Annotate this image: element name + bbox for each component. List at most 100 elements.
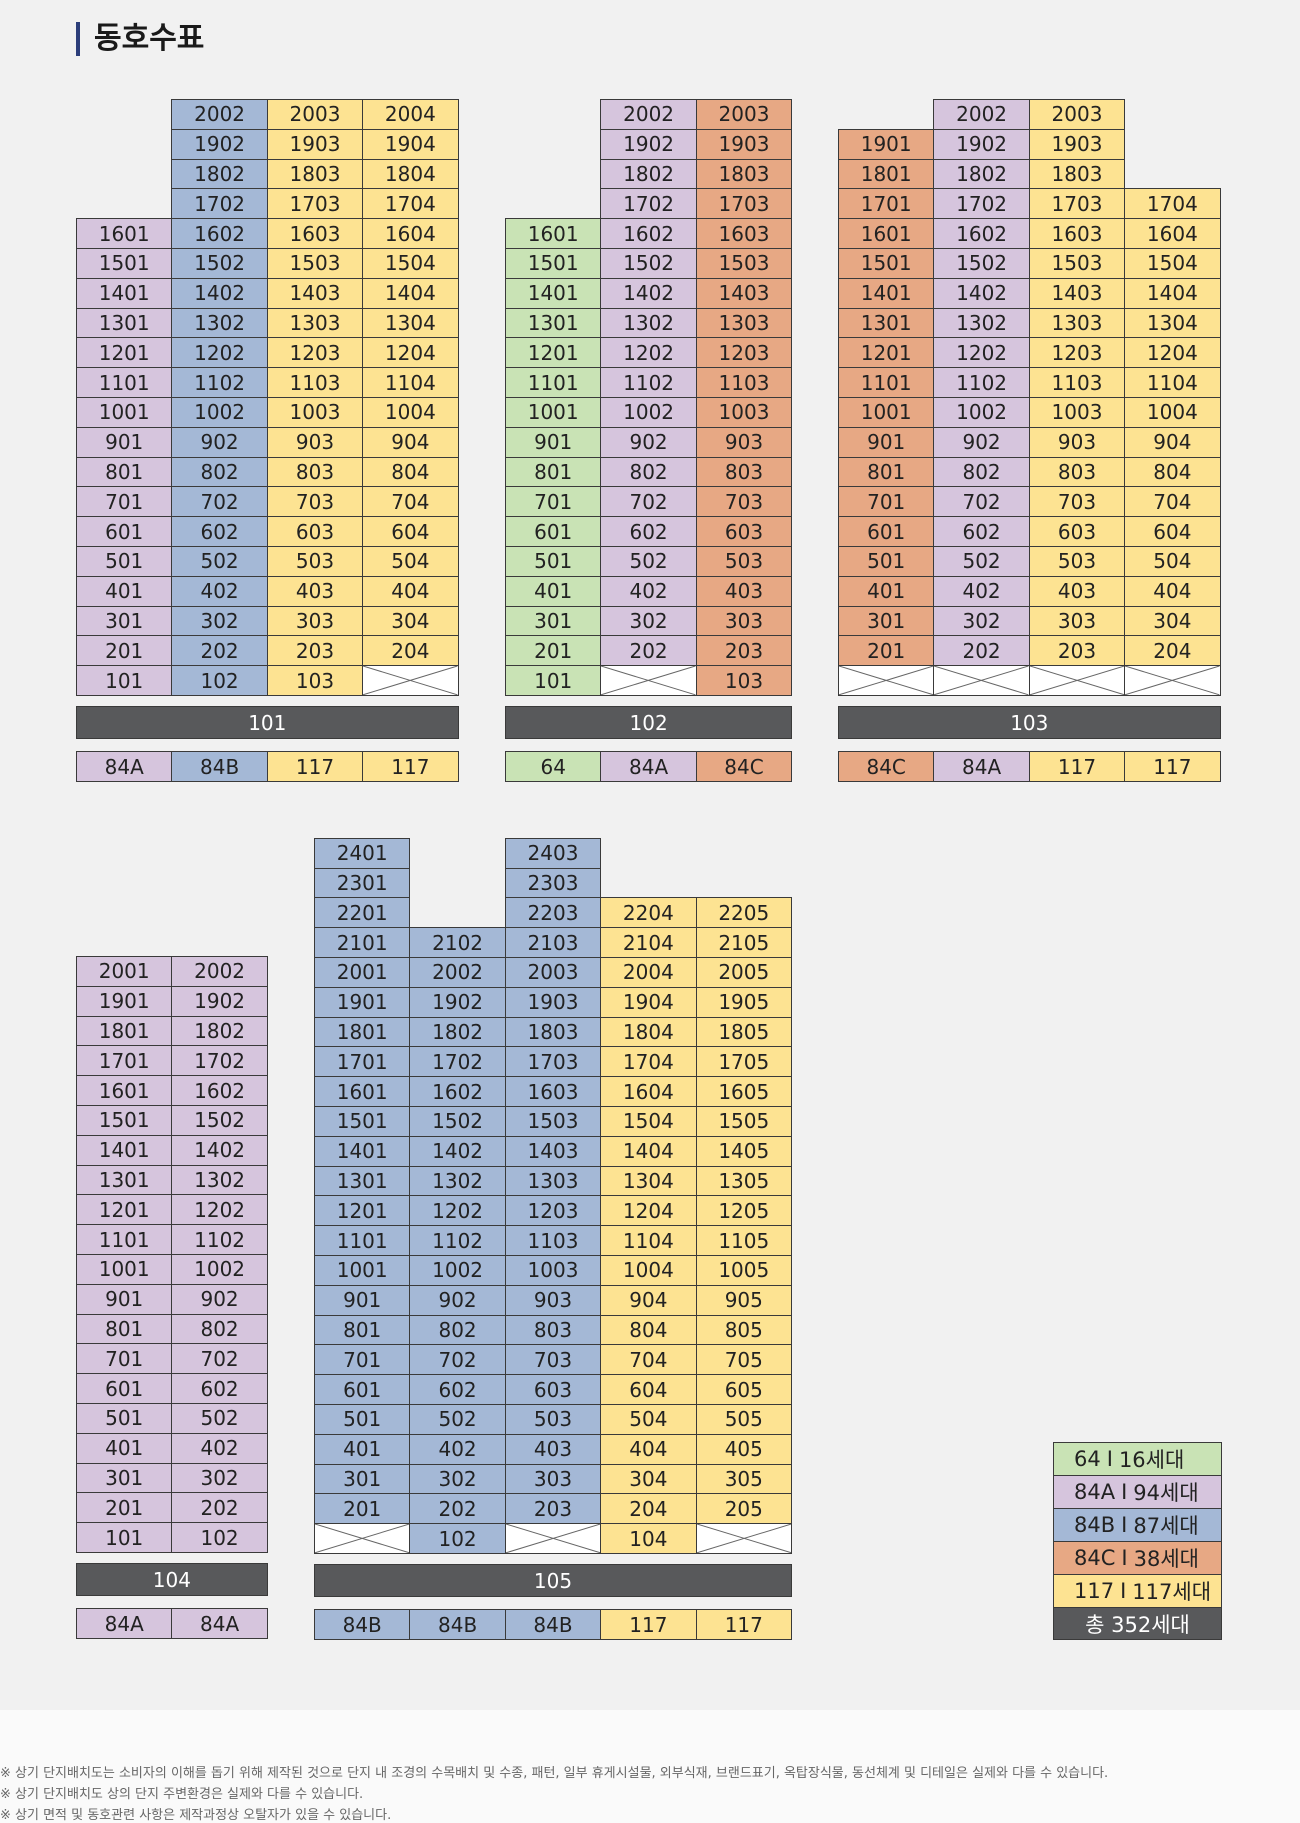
unit-cell: 202 bbox=[171, 635, 268, 667]
unit-cell: 801 bbox=[76, 456, 173, 488]
unit-cell: 2002 bbox=[600, 99, 697, 130]
unit-cell: 1702 bbox=[933, 188, 1030, 220]
unit-cell: 2002 bbox=[171, 956, 268, 987]
unit-cell: 1803 bbox=[1028, 158, 1126, 190]
unit-cell: 301 bbox=[838, 605, 935, 637]
unit-cell: 1203 bbox=[266, 337, 364, 369]
unit-cell: 1303 bbox=[266, 307, 364, 339]
unit-cell: 1201 bbox=[505, 337, 602, 369]
unit-cell: 602 bbox=[171, 1373, 268, 1404]
unit-cell: 601 bbox=[838, 516, 935, 547]
unit-type-cell: 84A bbox=[600, 751, 697, 782]
unit-cell: 202 bbox=[600, 635, 697, 667]
unit-cell: 502 bbox=[171, 1403, 268, 1434]
legend-count: 87세대 bbox=[1133, 1514, 1199, 1538]
unit-cell: 704 bbox=[1124, 486, 1221, 518]
unit-cell: 103 bbox=[266, 665, 364, 696]
unit-cell: 603 bbox=[504, 1374, 602, 1405]
unit-cell: 402 bbox=[409, 1433, 506, 1465]
unit-cell: 801 bbox=[838, 456, 935, 488]
unit-cell: 303 bbox=[266, 605, 364, 637]
unit-cell: 703 bbox=[1028, 486, 1126, 518]
unit-type-cell: 84A bbox=[76, 751, 173, 782]
unit-cell: 1503 bbox=[266, 248, 364, 279]
unit-cell: 1002 bbox=[409, 1255, 506, 1286]
unit-cell: 702 bbox=[409, 1344, 506, 1376]
unit-cell: 1703 bbox=[695, 188, 793, 220]
unit-cell: 1101 bbox=[505, 367, 602, 398]
unit-cell: 1302 bbox=[933, 307, 1030, 339]
unit-cell: 1405 bbox=[695, 1135, 792, 1167]
unit-cell: 1601 bbox=[505, 218, 602, 249]
unit-cell: 304 bbox=[1124, 605, 1221, 637]
unit-cell: 1102 bbox=[933, 367, 1030, 398]
unit-type-cell: 84A bbox=[76, 1608, 173, 1639]
unit-cell: 1502 bbox=[409, 1106, 506, 1137]
unit-type-cell: 84C bbox=[838, 751, 935, 782]
legend-count: 16세대 bbox=[1118, 1448, 1185, 1472]
unit-cell: 2201 bbox=[314, 897, 411, 929]
unit-cell: 1603 bbox=[1028, 218, 1126, 249]
unit-cell: 1902 bbox=[933, 128, 1030, 160]
unit-cell: 704 bbox=[362, 486, 459, 518]
empty-unit bbox=[504, 1523, 602, 1554]
unit-cell: 1303 bbox=[695, 307, 793, 339]
unit-cell: 2004 bbox=[600, 957, 697, 988]
unit-cell: 903 bbox=[266, 426, 364, 458]
unit-cell: 2105 bbox=[695, 927, 792, 958]
unit-cell: 605 bbox=[695, 1374, 792, 1405]
unit-cell: 804 bbox=[600, 1314, 697, 1346]
unit-cell: 802 bbox=[409, 1314, 506, 1346]
legend-separator: I bbox=[1120, 1579, 1127, 1603]
unit-cell: 1404 bbox=[1124, 277, 1221, 309]
unit-cell: 203 bbox=[266, 635, 364, 667]
unit-cell: 602 bbox=[409, 1374, 506, 1405]
unit-cell: 1202 bbox=[171, 1194, 268, 1226]
unit-cell: 1801 bbox=[314, 1016, 411, 1048]
unit-cell: 2401 bbox=[314, 837, 411, 869]
unit-type-cell: 84A bbox=[171, 1608, 268, 1639]
unit-cell: 303 bbox=[504, 1463, 602, 1495]
legend-item: 117 I 117세대 bbox=[1053, 1574, 1222, 1607]
unit-cell: 203 bbox=[695, 635, 793, 667]
unit-cell: 1401 bbox=[838, 277, 935, 309]
unit-cell: 1201 bbox=[76, 1194, 173, 1226]
unit-cell: 502 bbox=[409, 1404, 506, 1435]
unit-cell: 1905 bbox=[695, 986, 792, 1018]
unit-cell: 1804 bbox=[600, 1016, 697, 1048]
unit-cell: 501 bbox=[505, 546, 602, 577]
unit-cell: 1101 bbox=[76, 367, 173, 398]
unit-cell: 1301 bbox=[838, 307, 935, 339]
unit-type-cell: 84B bbox=[504, 1609, 602, 1640]
unit-cell: 403 bbox=[1028, 575, 1126, 607]
unit-cell: 805 bbox=[695, 1314, 792, 1346]
unit-cell: 505 bbox=[695, 1404, 792, 1435]
unit-cell: 1602 bbox=[600, 218, 697, 249]
unit-cell: 1205 bbox=[695, 1195, 792, 1227]
unit-cell: 1702 bbox=[600, 188, 697, 220]
unit-cell: 1605 bbox=[695, 1076, 792, 1107]
unit-cell: 1702 bbox=[171, 1045, 268, 1077]
unit-cell: 1004 bbox=[362, 397, 459, 428]
unit-cell: 201 bbox=[838, 635, 935, 667]
unit-cell: 2003 bbox=[504, 957, 602, 988]
unit-cell: 1001 bbox=[838, 397, 935, 428]
unit-cell: 1203 bbox=[504, 1195, 602, 1227]
unit-cell: 1801 bbox=[76, 1015, 173, 1047]
unit-cell: 501 bbox=[838, 546, 935, 577]
unit-cell: 1501 bbox=[76, 248, 173, 279]
unit-cell: 901 bbox=[838, 426, 935, 458]
unit-cell: 1403 bbox=[1028, 277, 1126, 309]
unit-cell: 1704 bbox=[362, 188, 459, 220]
unit-cell: 903 bbox=[695, 426, 793, 458]
unit-cell: 501 bbox=[76, 1403, 173, 1434]
unit-cell: 1403 bbox=[695, 277, 793, 309]
unit-cell: 2002 bbox=[933, 99, 1030, 130]
unit-cell: 603 bbox=[1028, 516, 1126, 547]
unit-cell: 1201 bbox=[314, 1195, 411, 1227]
empty-unit bbox=[314, 1523, 411, 1554]
unit-cell: 1104 bbox=[362, 367, 459, 398]
unit-cell: 1404 bbox=[600, 1135, 697, 1167]
unit-cell: 1103 bbox=[504, 1225, 602, 1256]
unit-cell: 602 bbox=[933, 516, 1030, 547]
